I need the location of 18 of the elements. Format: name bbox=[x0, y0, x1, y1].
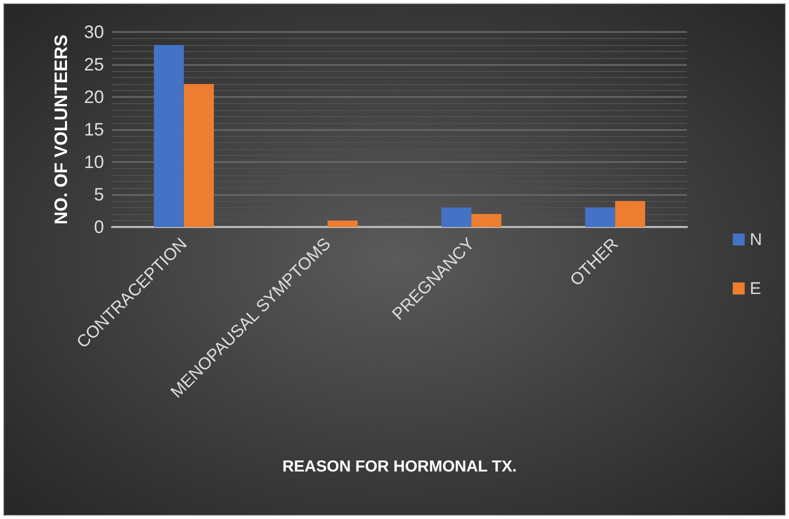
bar bbox=[615, 201, 646, 227]
bar bbox=[154, 45, 184, 227]
bar bbox=[585, 208, 616, 227]
y-tick-label: 30 bbox=[84, 22, 104, 42]
bar bbox=[184, 84, 214, 227]
bar bbox=[441, 208, 472, 227]
y-tick-label: 20 bbox=[84, 87, 104, 107]
bar bbox=[328, 220, 358, 227]
y-axis-title: NO. OF VOLUNTEERS bbox=[51, 34, 71, 225]
y-tick-label: 15 bbox=[84, 120, 104, 140]
y-tick-label: 25 bbox=[84, 54, 104, 74]
y-tick-label: 10 bbox=[84, 152, 104, 172]
x-axis-title: REASON FOR HORMONAL TX. bbox=[282, 458, 517, 476]
y-tick-label: 5 bbox=[94, 184, 104, 204]
bar bbox=[471, 214, 502, 227]
legend-label: N bbox=[750, 230, 762, 249]
legend-label: E bbox=[750, 279, 762, 298]
y-tick-label: 0 bbox=[94, 217, 104, 237]
